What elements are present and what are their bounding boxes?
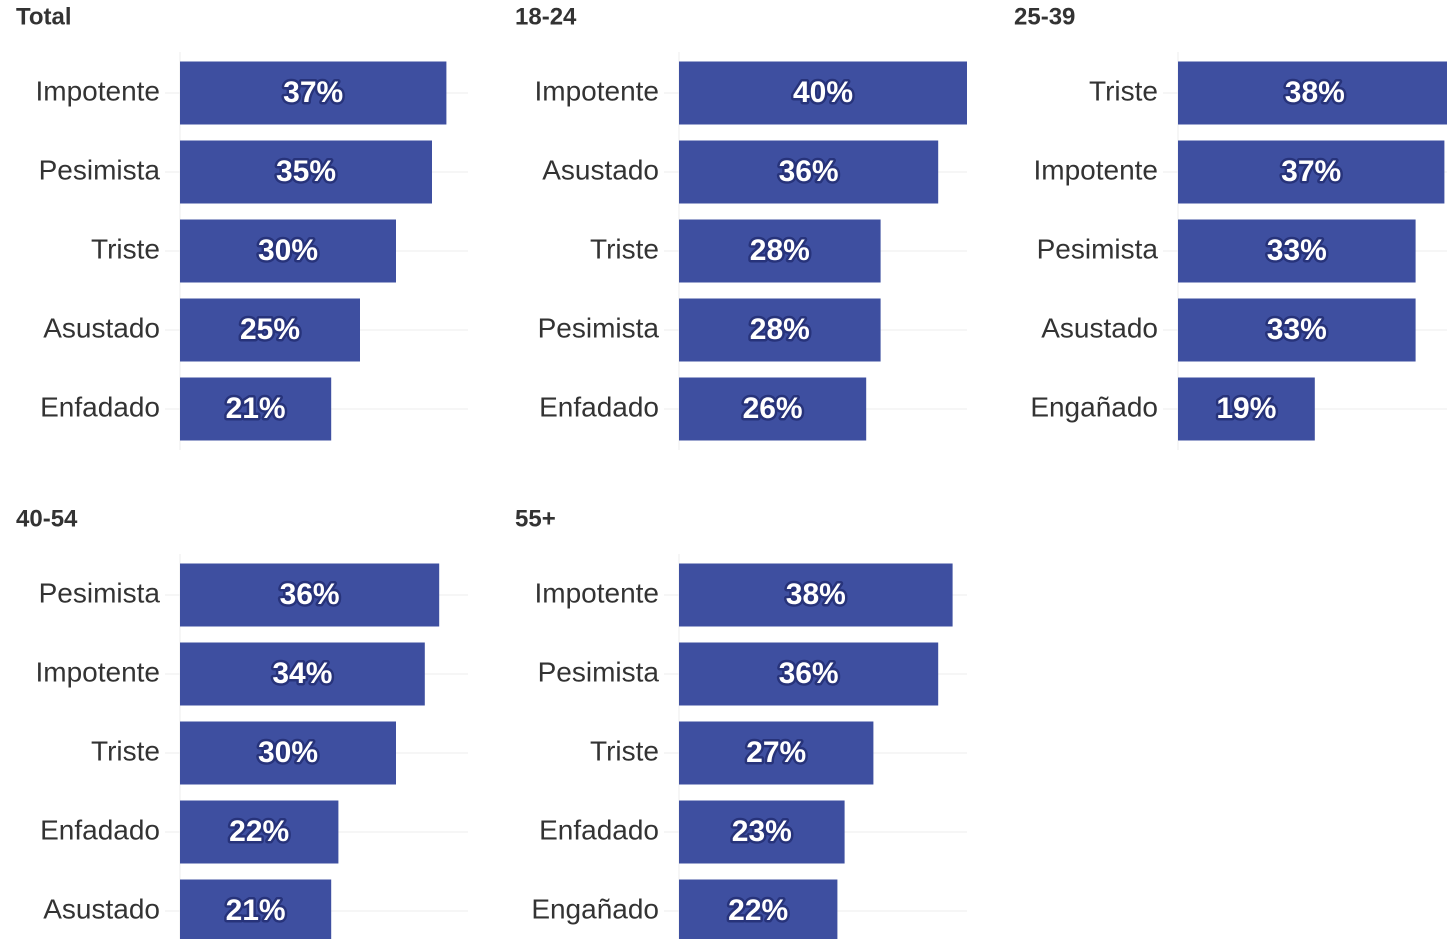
bar [1178,298,1416,362]
category-label: Impotente [35,75,160,106]
value-label: 37% [283,76,343,109]
panel-title: 25-39 [1014,3,1075,30]
value-label: 26% [743,392,803,425]
category-label: Enfadado [40,391,160,422]
bar [679,298,881,362]
value-label: 21% [226,392,286,425]
bar [180,879,332,939]
bar [180,563,440,627]
category-label: Triste [91,735,160,766]
value-label: 22% [229,815,289,848]
bar [679,219,881,283]
value-label: 21% [226,894,286,927]
category-label: Impotente [534,75,659,106]
category-label: Asustado [43,893,160,924]
category-label: Asustado [542,154,659,185]
value-label: 33% [1267,313,1327,346]
category-label: Enfadado [539,814,659,845]
category-label: Pesimista [39,154,161,185]
bar [1178,61,1447,125]
bar [679,563,953,627]
value-label: 28% [750,234,810,267]
bar [180,298,360,362]
category-label: Pesimista [39,577,161,608]
value-label: 37% [1281,155,1341,188]
bar [180,219,396,283]
value-label: 28% [750,313,810,346]
value-label: 40% [793,76,853,109]
category-label: Asustado [1041,312,1158,343]
category-label: Enfadado [539,391,659,422]
category-label: Triste [590,233,659,264]
bar [180,377,332,441]
value-label: 25% [240,313,300,346]
bar [679,642,939,706]
category-label: Triste [91,233,160,264]
category-label: Triste [1089,75,1158,106]
value-label: 36% [779,657,839,690]
category-label: Enfadado [40,814,160,845]
bar [1178,140,1445,204]
panel-title: Total [16,3,72,30]
value-label: 38% [1285,76,1345,109]
bar [679,800,845,864]
value-label: 30% [258,234,318,267]
value-label: 33% [1267,234,1327,267]
category-label: Triste [590,735,659,766]
bar [180,642,425,706]
bar [180,721,396,785]
value-label: 34% [272,657,332,690]
category-label: Engañado [531,893,659,924]
category-label: Impotente [1033,154,1158,185]
value-label: 36% [779,155,839,188]
value-label: 19% [1216,392,1276,425]
value-label: 22% [728,894,788,927]
value-label: 23% [732,815,792,848]
bar [180,61,447,125]
category-label: Pesimista [538,656,660,687]
value-label: 38% [786,578,846,611]
panel-title: 40-54 [16,505,78,532]
value-label: 27% [746,736,806,769]
bar [180,800,339,864]
value-label: 36% [280,578,340,611]
category-label: Pesimista [538,312,660,343]
bar [1178,377,1315,441]
bar [679,879,838,939]
panel-title: 55+ [515,505,556,532]
bar [1178,219,1416,283]
category-label: Impotente [534,577,659,608]
bar [679,721,874,785]
category-label: Engañado [1030,391,1158,422]
value-label: 30% [258,736,318,769]
bar [679,377,867,441]
value-label: 35% [276,155,336,188]
category-label: Pesimista [1037,233,1159,264]
category-label: Asustado [43,312,160,343]
bar [679,140,939,204]
bar [679,61,967,125]
category-label: Impotente [35,656,160,687]
bar [180,140,432,204]
panel-title: 18-24 [515,3,577,30]
